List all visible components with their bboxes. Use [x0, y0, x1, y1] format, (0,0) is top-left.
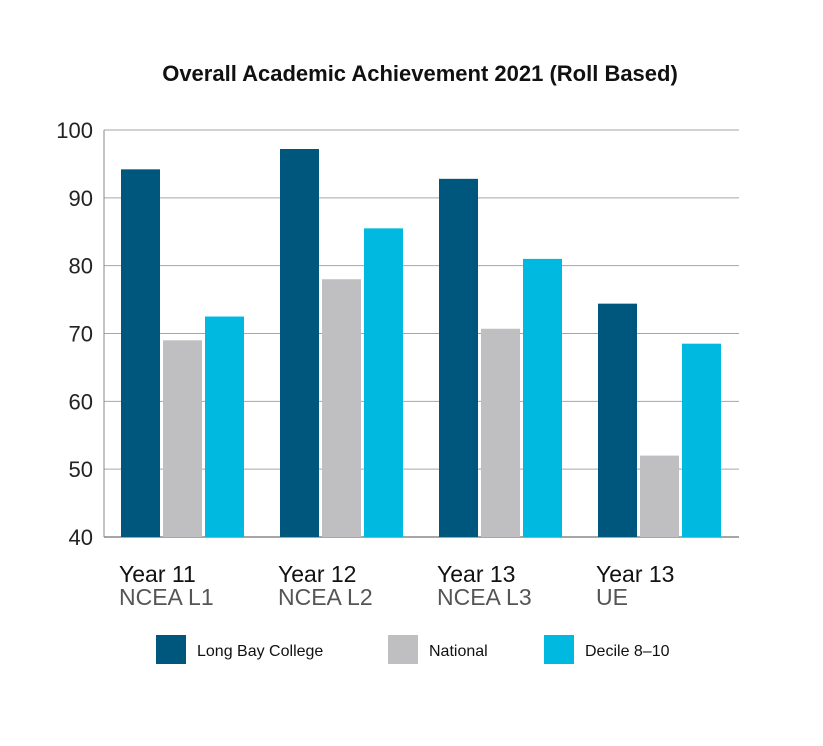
bar: [523, 258, 562, 537]
y-tick-label: 60: [69, 389, 93, 414]
legend-label: Long Bay College: [197, 643, 323, 660]
chart-title: Overall Academic Achievement 2021 (Roll …: [162, 61, 678, 86]
x-tick-label: Year 13: [596, 561, 674, 587]
bar: [682, 343, 721, 537]
x-tick-sublabel: UE: [596, 584, 628, 610]
bar: [163, 340, 202, 537]
y-tick-label: 40: [69, 525, 93, 550]
x-tick-label: Year 11: [119, 561, 196, 587]
bar: [322, 279, 361, 537]
bars: [121, 148, 721, 538]
x-tick-sublabel: NCEA L2: [278, 584, 373, 610]
legend-swatch: [156, 635, 186, 664]
legend-swatch: [388, 635, 418, 664]
bar: [439, 178, 478, 537]
y-axis: 40 50 60 70 80 90 100: [56, 118, 93, 550]
x-tick-sublabel: NCEA L1: [119, 584, 214, 610]
legend: Long Bay College National Decile 8–10: [156, 635, 670, 664]
x-tick-label: Year 13: [437, 561, 515, 587]
bar: [280, 148, 319, 537]
bar: [121, 169, 160, 538]
bar: [364, 228, 403, 537]
x-tick-sublabel: NCEA L3: [437, 584, 532, 610]
y-tick-label: 50: [69, 457, 93, 482]
bar: [481, 328, 520, 537]
legend-swatch: [544, 635, 574, 664]
legend-label: Decile 8–10: [585, 643, 670, 660]
y-tick-label: 70: [69, 322, 93, 347]
y-tick-label: 100: [56, 118, 93, 143]
bar: [640, 455, 679, 537]
y-tick-label: 80: [69, 254, 93, 279]
x-tick-label: Year 12: [278, 561, 356, 587]
legend-label: National: [429, 643, 488, 660]
y-tick-label: 90: [69, 186, 93, 211]
bar: [205, 316, 244, 537]
bar: [598, 303, 637, 537]
